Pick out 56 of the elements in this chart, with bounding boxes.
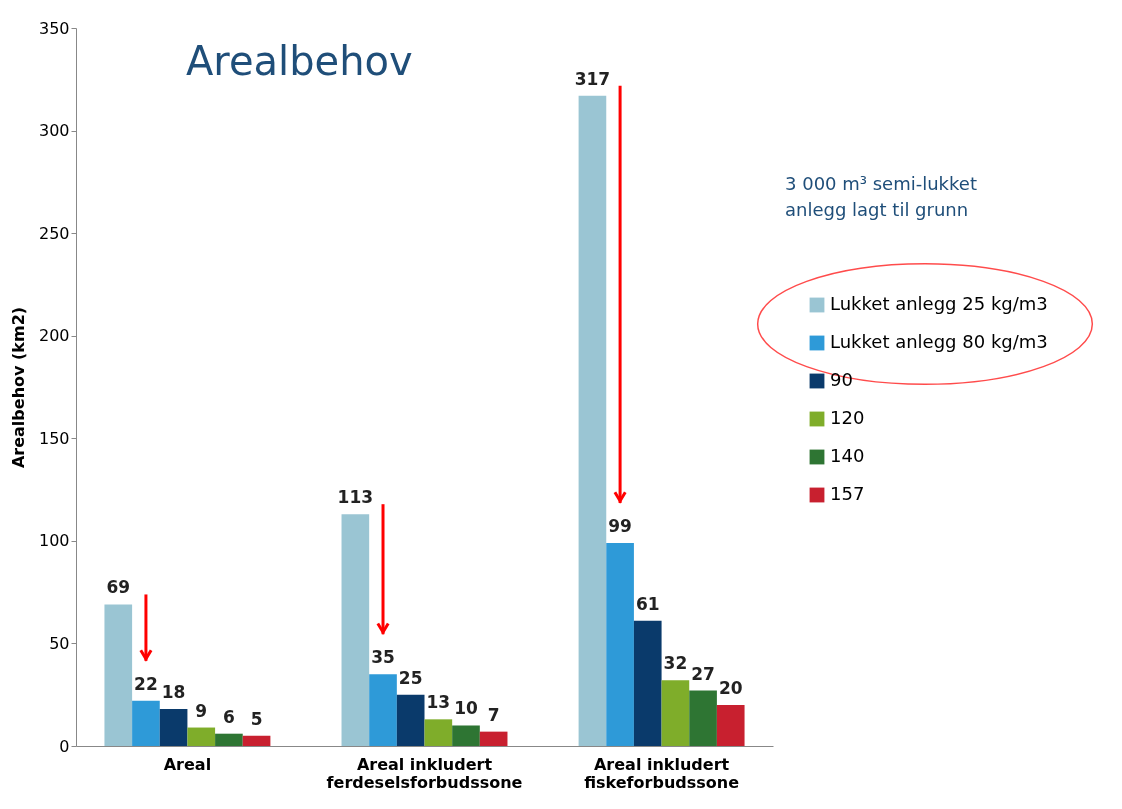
bar [215, 733, 243, 746]
x-tick-label: Areal [163, 754, 212, 774]
data-label: 7 [487, 704, 500, 725]
data-label: 27 [691, 663, 715, 684]
data-label: 22 [134, 673, 158, 694]
data-label: 69 [106, 577, 131, 598]
bar [159, 709, 188, 746]
bar [716, 704, 745, 746]
legend-label: 157 [830, 483, 865, 504]
data-label: 13 [426, 692, 451, 713]
data-label: 20 [718, 677, 743, 698]
bar [242, 735, 271, 746]
y-tick-label: 150 [38, 428, 70, 448]
data-label: 99 [608, 515, 632, 536]
y-axis-title: Arealbehov (km2) [8, 306, 28, 469]
bar [606, 542, 634, 746]
text: 3 000 m³ semi-lukket anlegg lagt til grunn [785, 173, 977, 220]
y-tick-label: 350 [38, 18, 70, 38]
bar [578, 95, 607, 746]
bar [396, 694, 425, 746]
legend-label: Lukket anlegg 80 kg/m3 [830, 331, 1048, 352]
legend-label: 90 [830, 369, 853, 390]
y-tick-label: 0 [59, 736, 70, 756]
y-tick-label: 50 [49, 633, 70, 653]
bar [424, 719, 453, 746]
bar [661, 680, 690, 746]
bar [479, 731, 508, 746]
y-tick-label: 250 [38, 223, 70, 243]
data-label: 61 [635, 593, 660, 614]
legend-label: Lukket anlegg 25 kg/m3 [830, 293, 1048, 314]
data-label: 35 [371, 647, 395, 668]
data-label: 18 [161, 682, 186, 703]
data-label: 317 [574, 68, 611, 89]
x-tick-label: Areal inkludert fiskeforbudssone [584, 754, 740, 792]
bar [104, 604, 133, 746]
data-label: 32 [663, 653, 688, 674]
data-label: 9 [195, 700, 208, 721]
data-label: 6 [222, 706, 235, 727]
data-label: 10 [454, 698, 478, 719]
legend-label: 120 [830, 407, 865, 428]
legend-label: 140 [830, 445, 865, 466]
chart-title: Arealbehov [186, 38, 413, 84]
bar [689, 690, 717, 746]
bar [341, 514, 370, 746]
bar [633, 620, 662, 746]
y-tick-label: 300 [38, 121, 70, 141]
y-tick-label: 200 [38, 326, 70, 346]
bar [452, 725, 480, 746]
bar [132, 700, 160, 746]
data-label: 5 [250, 708, 263, 729]
y-tick-label: 100 [38, 531, 70, 551]
data-label: 113 [337, 487, 374, 508]
bar [187, 727, 216, 746]
data-label: 25 [398, 667, 423, 688]
x-tick-label: Areal inkludert ferdeselsforbudssone [326, 754, 523, 792]
bar [369, 674, 397, 746]
